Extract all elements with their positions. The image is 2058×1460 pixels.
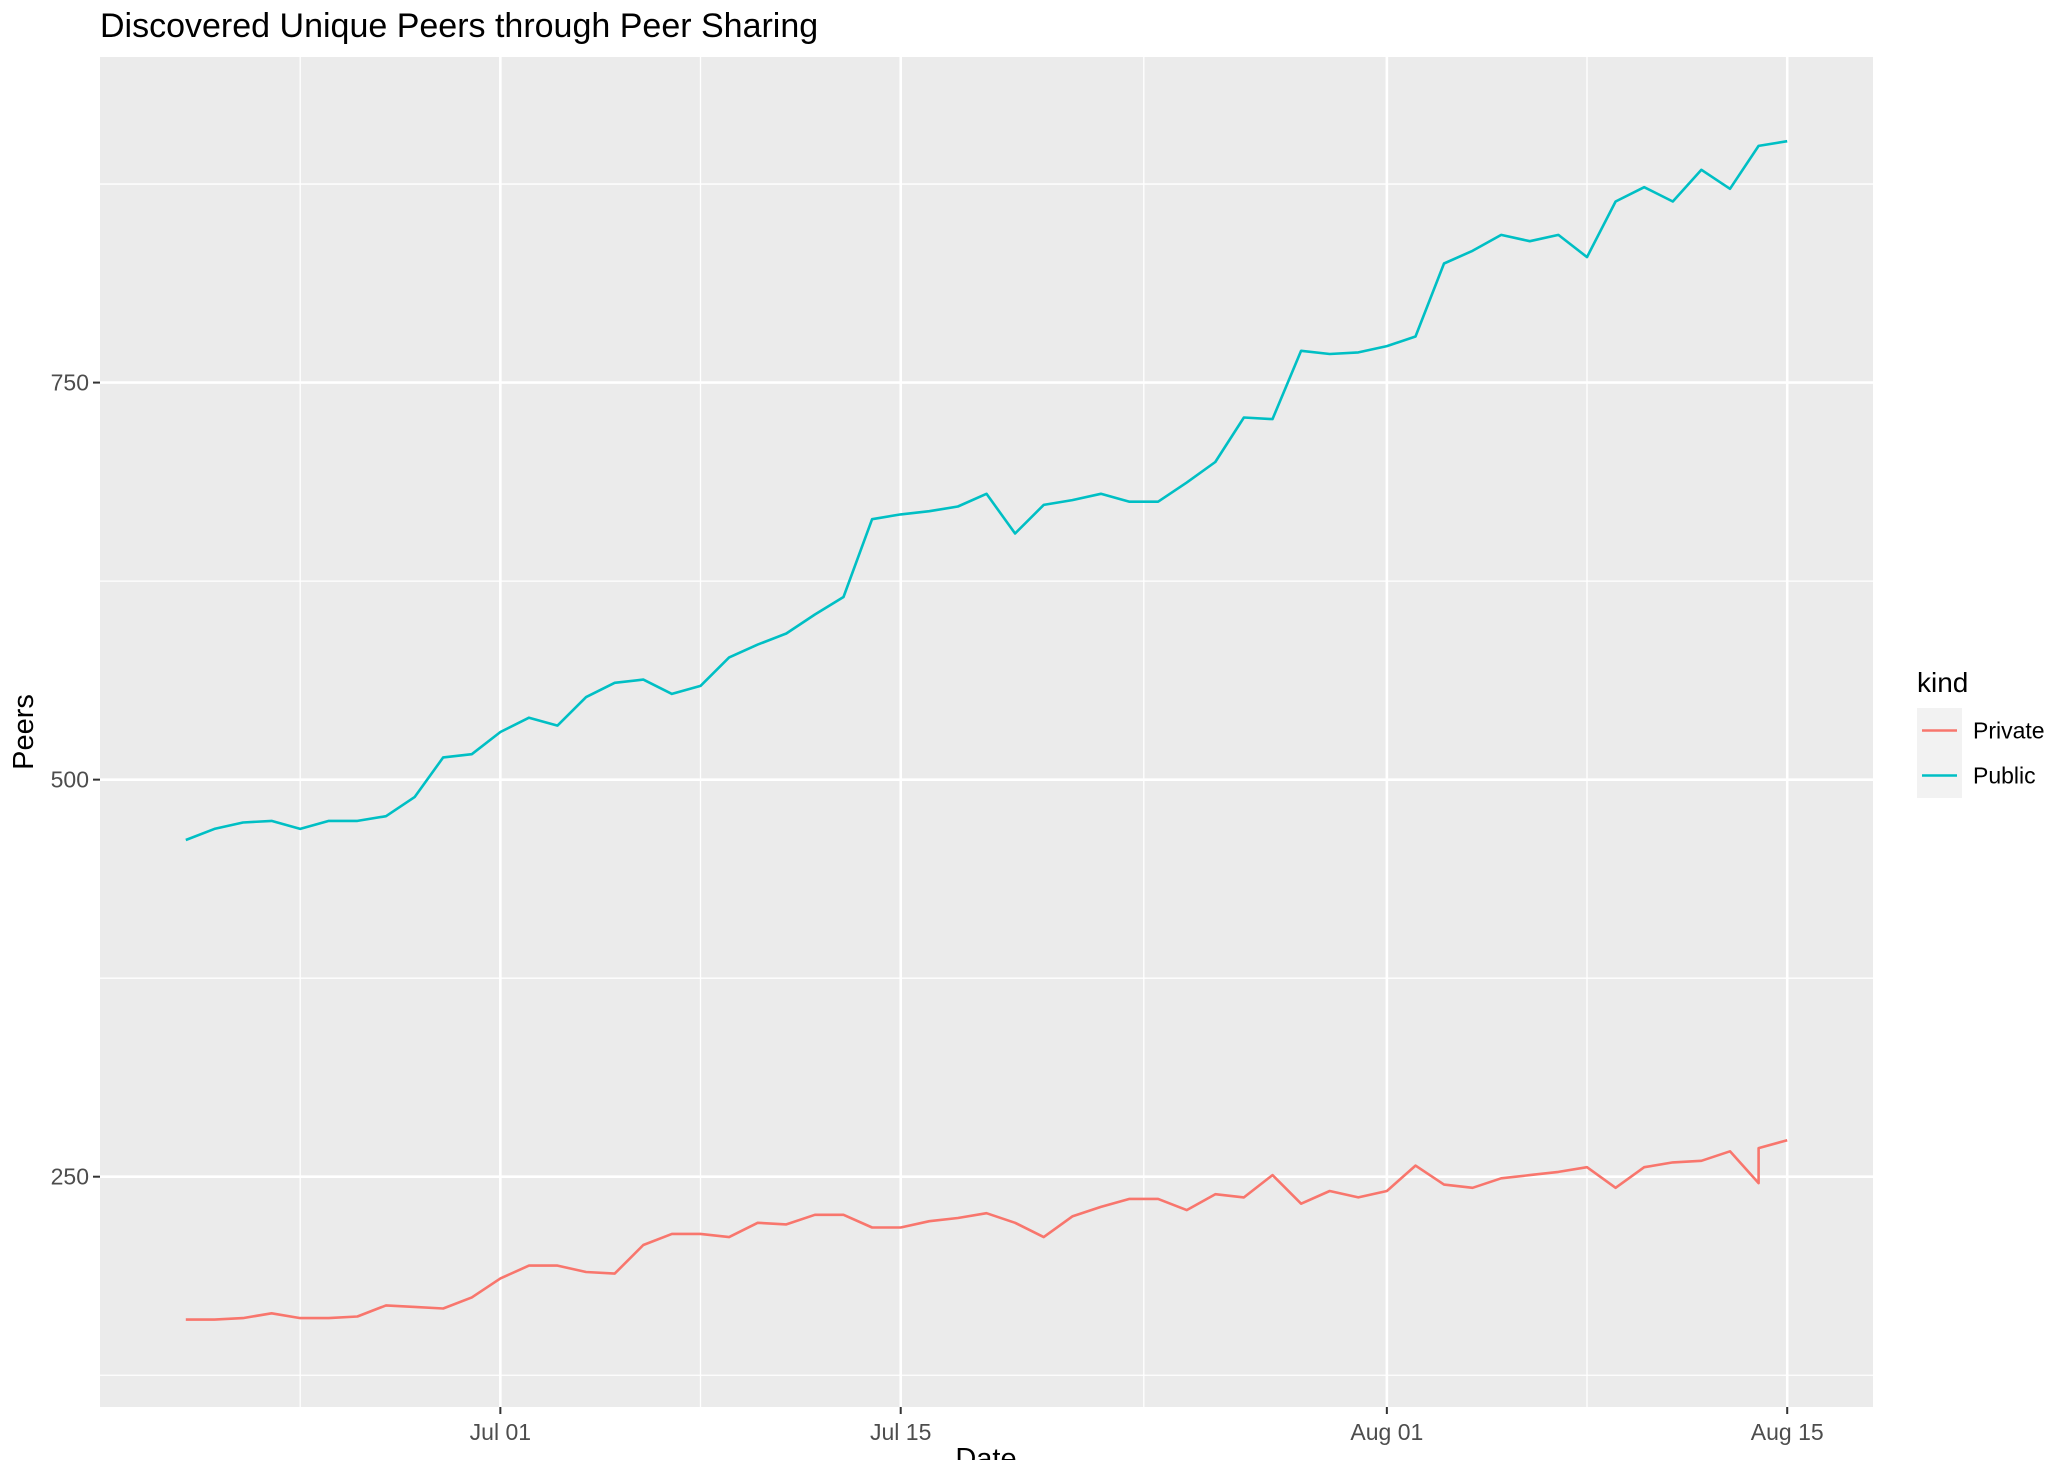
- legend-label-public: Public: [1973, 763, 2036, 789]
- x-axis-title: Date: [955, 1443, 1016, 1460]
- x-tick-label: Aug 01: [1350, 1419, 1423, 1445]
- series-layer: [185, 139, 1788, 1321]
- legend-title: kind: [1917, 667, 1968, 698]
- legend-keys: Private Public: [1917, 708, 2045, 798]
- x-axis: Jul 01 Jul 15 Aug 01 Aug 15: [470, 1407, 1824, 1445]
- x-tick-label: Aug 15: [1751, 1419, 1824, 1445]
- y-axis: 250 500 750: [51, 370, 100, 1190]
- grid-major: [100, 57, 1873, 1407]
- y-tick-label: 750: [51, 370, 89, 396]
- chart-title: Discovered Unique Peers through Peer Sha…: [100, 7, 818, 45]
- y-tick-label: 500: [51, 767, 89, 793]
- legend: kind Private Public: [1917, 667, 2045, 798]
- series-line-public: [185, 139, 1788, 842]
- y-axis-title: Peers: [8, 694, 40, 770]
- y-tick-label: 250: [51, 1164, 89, 1190]
- plot-panel: [100, 57, 1873, 1407]
- x-tick-label: Jul 15: [870, 1419, 931, 1445]
- series-line-private: [185, 1138, 1788, 1321]
- grid-minor: [100, 57, 1873, 1407]
- legend-label-private: Private: [1973, 718, 2045, 744]
- x-tick-label: Jul 01: [470, 1419, 531, 1445]
